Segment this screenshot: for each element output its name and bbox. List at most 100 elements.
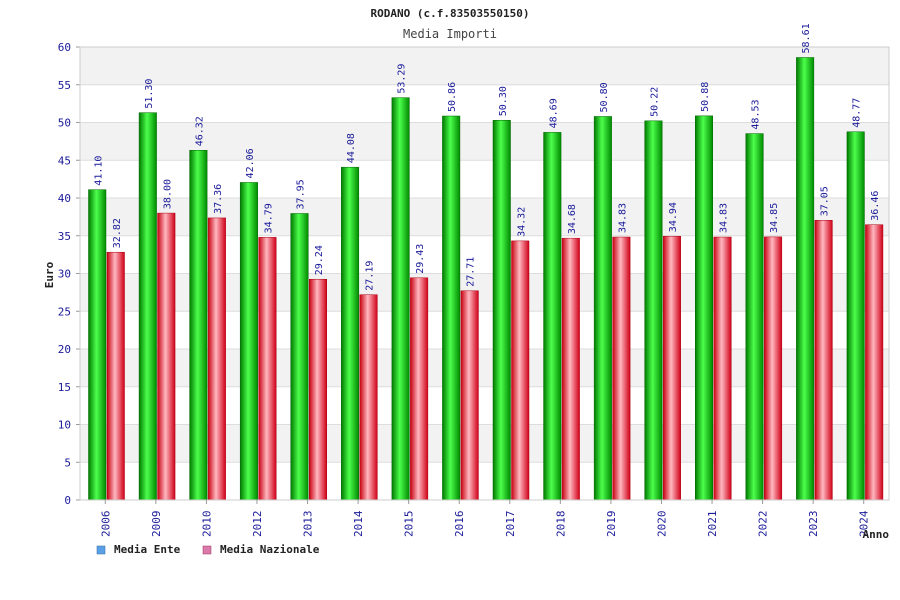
legend-label-media-nazionale: Media Nazionale <box>220 543 320 556</box>
bar-media-nazionale <box>814 220 833 501</box>
bar-media-ente <box>745 133 764 501</box>
y-tick-label: 50 <box>58 117 71 130</box>
bar-media-ente <box>88 189 107 501</box>
value-label-media-nazionale: 29.24 <box>314 245 325 275</box>
bar-media-ente <box>239 182 258 501</box>
value-label-media-nazionale: 38.00 <box>162 179 173 209</box>
value-label-media-nazionale: 34.85 <box>769 203 780 233</box>
x-tick-label: 2020 <box>655 511 668 538</box>
grid-band <box>80 47 889 85</box>
chart-subtitle: Media Importi <box>403 27 497 41</box>
value-label-media-ente: 46.32 <box>194 116 205 146</box>
value-label-media-nazionale: 37.36 <box>213 184 224 214</box>
x-tick-label: 2018 <box>554 511 567 538</box>
bar-media-ente <box>695 115 713 501</box>
bar-media-nazionale <box>713 236 732 501</box>
y-tick-label: 25 <box>58 305 71 318</box>
y-tick-label: 0 <box>64 494 71 507</box>
y-tick-label: 5 <box>64 456 71 469</box>
value-label-media-ente: 50.80 <box>599 82 610 112</box>
value-label-media-ente: 58.61 <box>801 23 812 53</box>
legend-swatch-media-ente <box>96 545 106 555</box>
value-label-media-ente: 41.10 <box>93 156 104 186</box>
x-tick-label: 2014 <box>352 510 365 537</box>
value-label-media-nazionale: 34.83 <box>617 203 628 233</box>
tick-labels: 0 5 10 15 20 25 30 35 40 45 50 55 60 2006 2009 2010 2012… <box>58 41 871 537</box>
legend-swatch-media-nazionale <box>202 545 212 555</box>
bar-media-nazionale <box>561 237 580 501</box>
y-tick-label: 45 <box>58 154 71 167</box>
y-tick-label: 55 <box>58 79 71 92</box>
value-label-media-ente: 48.77 <box>852 98 863 128</box>
x-tick-label: 2021 <box>706 511 719 538</box>
bar-media-ente <box>644 120 663 501</box>
bar-media-nazionale <box>157 212 176 501</box>
value-label-media-ente: 50.22 <box>649 87 660 117</box>
bar-media-nazionale <box>662 235 681 501</box>
value-label-media-ente: 48.53 <box>751 99 762 129</box>
chart-title: RODANO (c.f.83503550150) <box>371 7 530 20</box>
value-labels: 41.10 32.82 51.30 38.00 46.32 37.36 42.06 34.79… <box>93 23 881 290</box>
bar-media-nazionale <box>359 294 378 501</box>
bar-media-nazionale <box>612 236 631 501</box>
value-label-media-ente: 50.30 <box>498 86 509 116</box>
value-label-media-nazionale: 34.79 <box>263 203 274 233</box>
bar-media-ente <box>290 213 309 501</box>
bars <box>88 57 884 501</box>
bar-media-ente <box>796 57 815 501</box>
value-label-media-ente: 44.08 <box>346 133 357 163</box>
value-label-media-ente: 53.29 <box>397 64 408 94</box>
value-label-media-nazionale: 32.82 <box>112 218 123 248</box>
value-label-media-nazionale: 34.83 <box>719 203 730 233</box>
value-label-media-nazionale: 27.71 <box>466 257 477 287</box>
x-tick-label: 2024 <box>858 510 871 537</box>
bar-media-ente <box>543 132 562 501</box>
bar-media-nazionale <box>511 240 530 501</box>
value-label-media-nazionale: 34.32 <box>516 207 527 237</box>
y-tick-label: 15 <box>58 381 71 394</box>
bar-media-nazionale <box>309 278 327 501</box>
value-label-media-nazionale: 37.05 <box>820 186 831 216</box>
bar-media-ente <box>846 131 865 501</box>
value-label-media-nazionale: 36.46 <box>870 191 881 221</box>
bar-media-ente <box>442 115 461 501</box>
x-axis-label: Anno <box>863 528 890 541</box>
x-tick-label: 2006 <box>99 511 112 538</box>
x-tick-label: 2010 <box>200 511 213 538</box>
bar-media-nazionale <box>764 236 783 501</box>
value-label-media-nazionale: 29.43 <box>415 244 426 274</box>
y-tick-label: 10 <box>58 419 71 432</box>
value-label-media-ente: 42.06 <box>245 148 256 178</box>
value-label-media-nazionale: 27.19 <box>365 261 376 291</box>
value-label-media-nazionale: 34.94 <box>668 202 679 232</box>
bar-media-ente <box>189 150 208 501</box>
bar-media-ente <box>492 119 511 501</box>
bar-media-ente <box>341 166 360 501</box>
y-tick-label: 40 <box>58 192 71 205</box>
bar-media-nazionale <box>460 290 479 501</box>
x-tick-label: 2013 <box>302 511 315 538</box>
legend: Media Ente Media Nazionale <box>96 543 320 556</box>
value-label-media-ente: 37.95 <box>296 179 307 209</box>
value-label-media-ente: 51.30 <box>144 79 155 109</box>
bar-media-nazionale <box>207 217 226 501</box>
bar-media-nazionale <box>410 277 429 501</box>
value-label-media-ente: 50.86 <box>447 82 458 112</box>
plot-border <box>79 46 890 501</box>
x-tick-label: 2012 <box>251 511 264 538</box>
bar-media-nazionale <box>865 224 884 501</box>
value-label-media-ente: 48.69 <box>548 98 559 128</box>
y-tick-label: 60 <box>58 41 71 54</box>
bar-media-nazionale <box>258 237 277 501</box>
y-tick-label: 20 <box>58 343 71 356</box>
axes <box>76 46 890 504</box>
value-label-media-ente: 50.88 <box>700 82 711 112</box>
legend-label-media-ente: Media Ente <box>114 543 181 556</box>
x-tick-label: 2009 <box>150 511 163 538</box>
x-tick-label: 2023 <box>807 511 820 538</box>
bar-media-nazionale <box>106 251 125 501</box>
y-axis-label: Euro <box>43 261 56 288</box>
x-tick-label: 2016 <box>453 511 466 538</box>
bar-media-ente <box>391 97 410 501</box>
